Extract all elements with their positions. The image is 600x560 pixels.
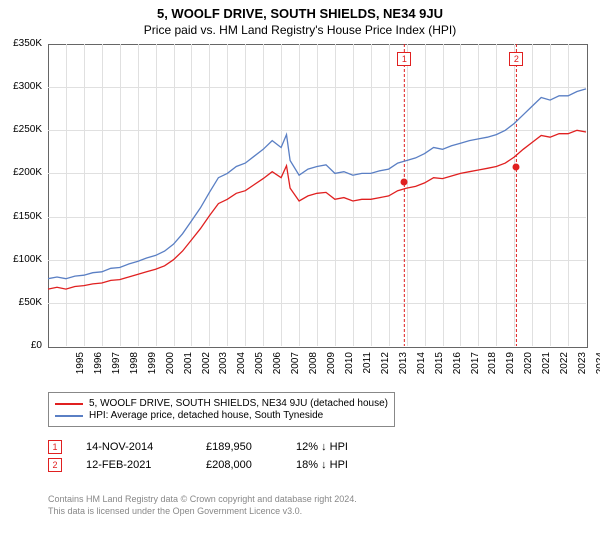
sales-idx: 1 [48,440,62,454]
legend-swatch [55,403,83,405]
sales-delta: 18% ↓ HPI [296,459,386,471]
legend-label: 5, WOOLF DRIVE, SOUTH SHIELDS, NE34 9JU … [89,398,388,409]
sales-price: £208,000 [206,459,296,471]
sales-idx: 2 [48,458,62,472]
sales-price: £189,950 [206,441,296,453]
sale-point [513,163,520,170]
legend-row: HPI: Average price, detached house, Sout… [55,410,388,421]
marker-label-2: 2 [509,52,523,66]
legend-label: HPI: Average price, detached house, Sout… [89,410,323,421]
sales-table: 1 14-NOV-2014£189,95012% ↓ HPI 2 12-FEB-202… [48,436,386,476]
footer-line2: This data is licensed under the Open Gov… [48,506,357,518]
sales-row: 1 14-NOV-2014£189,95012% ↓ HPI [48,440,386,454]
sales-delta: 12% ↓ HPI [296,441,386,453]
marker-label-1: 1 [397,52,411,66]
legend-row: 5, WOOLF DRIVE, SOUTH SHIELDS, NE34 9JU … [55,398,388,409]
footer: Contains HM Land Registry data © Crown c… [48,494,357,517]
sales-row: 2 12-FEB-2021£208,00018% ↓ HPI [48,458,386,472]
legend: 5, WOOLF DRIVE, SOUTH SHIELDS, NE34 9JU … [48,392,395,427]
legend-swatch [55,415,83,417]
chart-svg [0,0,600,560]
footer-line1: Contains HM Land Registry data © Crown c… [48,494,357,506]
sales-date: 14-NOV-2014 [86,441,206,453]
series-price_paid [48,130,586,289]
sale-point [401,179,408,186]
series-hpi [48,89,586,279]
sales-date: 12-FEB-2021 [86,459,206,471]
